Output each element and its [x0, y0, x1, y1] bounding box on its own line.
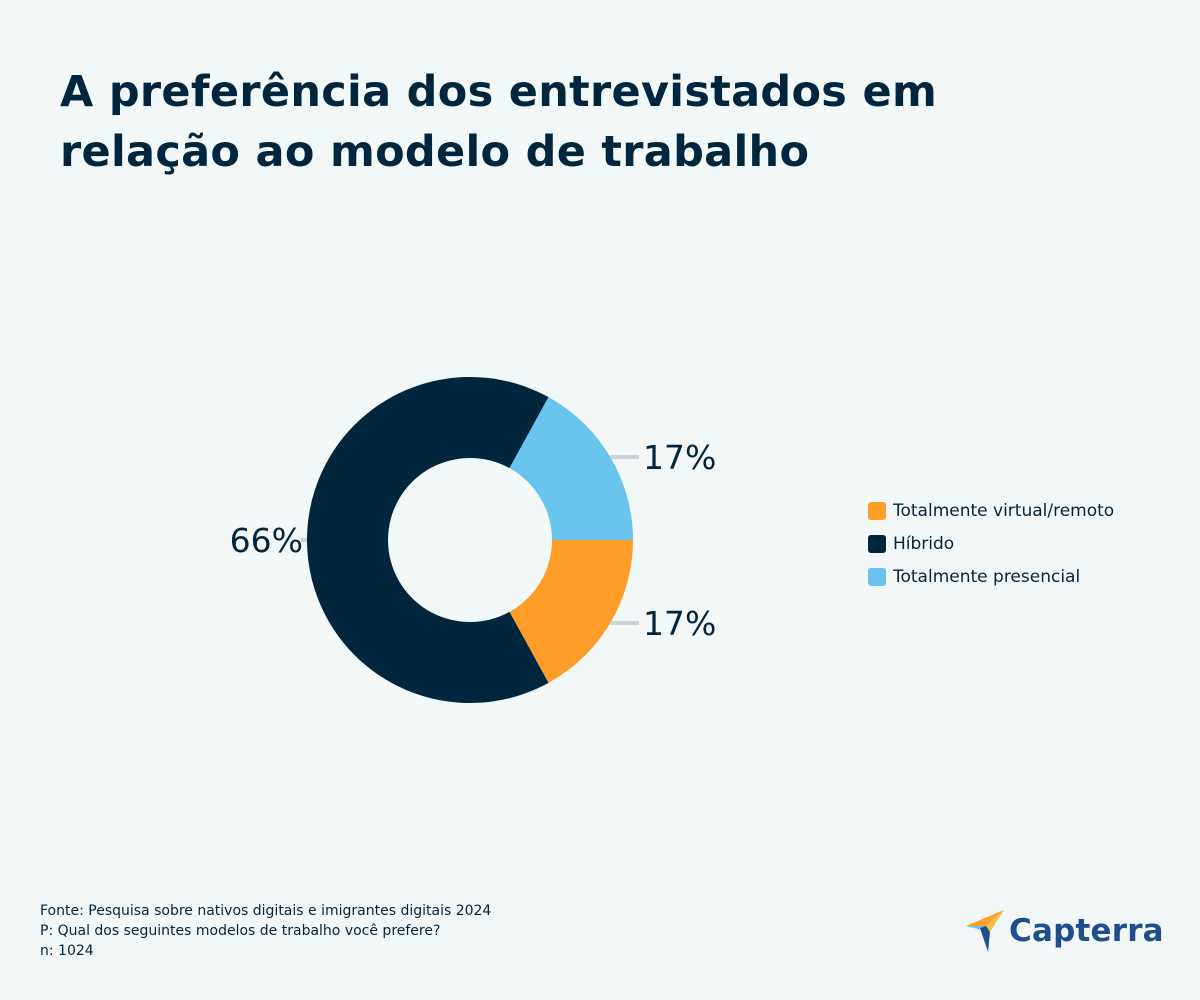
legend-item-onsite: Totalmente presencial: [868, 560, 1114, 593]
legend-label-onsite: Totalmente presencial: [893, 566, 1081, 587]
chart-title: A preferência dos entrevistados em relaç…: [60, 67, 938, 177]
legend-swatch-hybrid: [868, 534, 886, 553]
donut-slice-remote: [509, 540, 633, 683]
legend-swatch-onsite: [868, 567, 886, 586]
data-label-onsite: 17%: [643, 438, 716, 477]
legend-item-remote: Totalmente virtual/remoto: [868, 494, 1114, 527]
legend-item-hybrid: Híbrido: [868, 527, 1114, 560]
legend: Totalmente virtual/remoto Híbrido Totalm…: [868, 494, 1114, 593]
donut-slice-onsite: [509, 397, 633, 540]
legend-swatch-remote: [868, 501, 886, 520]
capterra-wordmark: Capterra: [1009, 913, 1164, 949]
capterra-arrow-icon: [966, 910, 1004, 952]
sample-size-note: n: 1024: [40, 943, 94, 959]
data-label-hybrid: 66%: [230, 521, 303, 560]
question-note: P: Qual dos seguintes modelos de trabalh…: [40, 923, 441, 939]
donut-slice-hybrid: [307, 377, 549, 704]
data-label-remote: 17%: [643, 604, 716, 643]
legend-label-remote: Totalmente virtual/remoto: [893, 500, 1115, 521]
footer-notes: Fonte: Pesquisa sobre nativos digitais e…: [40, 901, 491, 961]
capterra-logo: Capterra: [966, 910, 1164, 952]
legend-label-hybrid: Híbrido: [893, 533, 955, 554]
source-note: Fonte: Pesquisa sobre nativos digitais e…: [40, 903, 492, 919]
